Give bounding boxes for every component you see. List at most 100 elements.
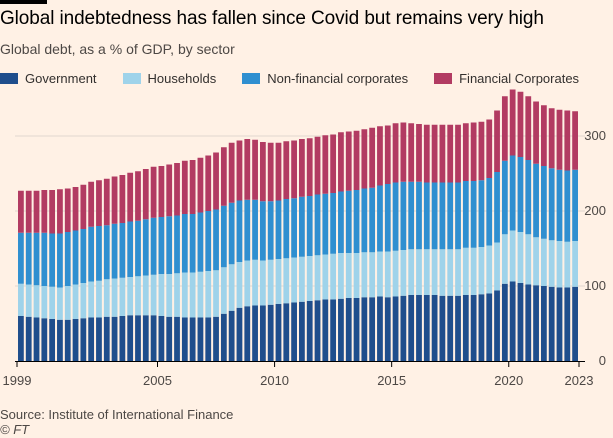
bar-segment-non-financial-corporates-31 — [259, 201, 266, 261]
bar-segment-financial-corporates-62 — [501, 96, 508, 161]
bar-segment-non-financial-corporates-55 — [447, 182, 454, 250]
bar-segment-government-1 — [25, 316, 32, 361]
bar-segment-financial-corporates-25 — [213, 152, 219, 210]
bar-segment-government-46 — [377, 296, 383, 361]
bar-segment-government-10 — [96, 317, 102, 361]
bar-segment-households-57 — [462, 247, 469, 295]
bar-segment-financial-corporates-1 — [25, 190, 32, 233]
bar-segment-financial-corporates-55 — [447, 124, 454, 183]
bar-segment-non-financial-corporates-24 — [205, 211, 212, 271]
bar-segment-non-financial-corporates-9 — [88, 226, 95, 282]
bar-segment-government-24 — [205, 317, 212, 361]
bar-segment-government-18 — [158, 316, 165, 361]
bar-segment-non-financial-corporates-58 — [470, 181, 477, 248]
bar-segment-non-financial-corporates-41 — [338, 191, 344, 253]
bar-segment-households-69 — [556, 241, 563, 288]
bar-segment-households-35 — [291, 257, 297, 303]
bar-segment-financial-corporates-56 — [455, 124, 461, 183]
bar-segment-financial-corporates-11 — [103, 178, 110, 226]
bar-segment-government-0 — [18, 316, 24, 361]
bar-segment-households-59 — [478, 247, 485, 295]
bar-segment-government-65 — [525, 284, 532, 361]
bar-segment-households-9 — [88, 281, 95, 318]
y-tick-label-300: 300 — [584, 128, 606, 143]
bar-segment-government-29 — [244, 306, 251, 361]
bar-segment-non-financial-corporates-18 — [158, 217, 165, 274]
bar-segment-financial-corporates-63 — [509, 89, 516, 156]
bar-segment-financial-corporates-13 — [119, 175, 126, 223]
bar-segment-households-67 — [540, 238, 547, 286]
bar-segment-households-63 — [509, 230, 516, 282]
bar-segment-non-financial-corporates-49 — [400, 181, 407, 250]
bar-segment-financial-corporates-10 — [96, 180, 102, 226]
bar-segment-government-32 — [267, 304, 274, 361]
bar-segment-government-58 — [470, 295, 477, 361]
ft-brand-bar — [0, 0, 47, 4]
legend-swatch-households — [122, 72, 141, 84]
bar-segment-non-financial-corporates-67 — [540, 166, 547, 239]
bar-segment-government-27 — [228, 310, 235, 361]
bar-segment-financial-corporates-57 — [462, 123, 469, 181]
bar-segment-non-financial-corporates-50 — [408, 181, 415, 250]
bar-segment-financial-corporates-58 — [470, 122, 477, 181]
bar-segment-government-9 — [88, 317, 95, 361]
bar-segment-government-37 — [306, 301, 313, 361]
bar-segment-government-59 — [478, 294, 485, 361]
bar-segment-government-13 — [119, 316, 126, 361]
bar-segment-households-53 — [431, 249, 438, 295]
bar-segment-non-financial-corporates-12 — [111, 223, 118, 279]
bar-segment-financial-corporates-18 — [158, 166, 165, 217]
bar-segment-government-52 — [423, 295, 430, 361]
bar-segment-financial-corporates-22 — [189, 160, 196, 214]
bar-segment-non-financial-corporates-57 — [462, 181, 469, 248]
bar-segment-non-financial-corporates-35 — [291, 198, 297, 258]
bar-segment-financial-corporates-40 — [330, 134, 337, 193]
bar-segment-non-financial-corporates-14 — [127, 221, 134, 277]
bar-segment-government-67 — [540, 286, 547, 361]
bar-segment-non-financial-corporates-52 — [423, 182, 430, 250]
bar-segment-households-58 — [470, 247, 477, 295]
bar-segment-non-financial-corporates-43 — [353, 190, 360, 253]
bar-segment-government-62 — [501, 283, 508, 361]
bar-segment-government-49 — [400, 295, 407, 361]
bar-segment-financial-corporates-69 — [556, 109, 563, 170]
bar-segment-government-51 — [416, 295, 422, 361]
bar-segment-financial-corporates-7 — [72, 187, 79, 231]
bar-segment-households-33 — [275, 259, 282, 304]
bar-segment-non-financial-corporates-60 — [486, 178, 493, 246]
bar-segment-non-financial-corporates-0 — [18, 232, 24, 284]
bar-segment-households-51 — [416, 249, 422, 295]
bar-segment-financial-corporates-8 — [80, 184, 87, 229]
bar-segment-non-financial-corporates-68 — [548, 168, 555, 241]
bar-segment-government-15 — [135, 315, 141, 361]
bar-segment-households-3 — [41, 286, 48, 319]
bar-segment-households-18 — [158, 274, 165, 316]
bar-segment-households-24 — [205, 271, 212, 318]
bar-segment-non-financial-corporates-6 — [64, 232, 71, 286]
bar-segment-government-48 — [392, 296, 399, 361]
bar-segment-government-44 — [361, 297, 368, 361]
bar-segment-government-33 — [275, 304, 282, 361]
bar-segment-non-financial-corporates-38 — [314, 194, 321, 256]
bar-segment-non-financial-corporates-40 — [330, 193, 337, 254]
bar-segment-government-2 — [33, 317, 40, 361]
bar-segment-financial-corporates-24 — [205, 155, 212, 211]
legend-item-government: Government — [0, 71, 97, 86]
bar-segment-financial-corporates-70 — [564, 110, 571, 171]
bar-segment-government-23 — [197, 317, 204, 361]
bar-segment-households-44 — [361, 252, 368, 298]
bar-segment-households-16 — [142, 275, 149, 316]
bar-segment-non-financial-corporates-20 — [174, 215, 180, 274]
bar-segment-non-financial-corporates-66 — [533, 163, 539, 238]
bar-segment-financial-corporates-54 — [439, 124, 446, 183]
bar-segment-government-68 — [548, 286, 555, 361]
legend-item-non-financial-corporates: Non-financial corporates — [242, 71, 408, 86]
bar-segment-financial-corporates-17 — [150, 166, 157, 218]
bar-segment-households-34 — [283, 258, 290, 304]
bar-segment-financial-corporates-44 — [361, 129, 368, 189]
bar-segment-financial-corporates-48 — [392, 123, 399, 183]
bar-segment-financial-corporates-59 — [478, 121, 485, 181]
x-tick-label-2010: 2010 — [260, 373, 289, 388]
bar-segment-non-financial-corporates-47 — [384, 184, 391, 252]
